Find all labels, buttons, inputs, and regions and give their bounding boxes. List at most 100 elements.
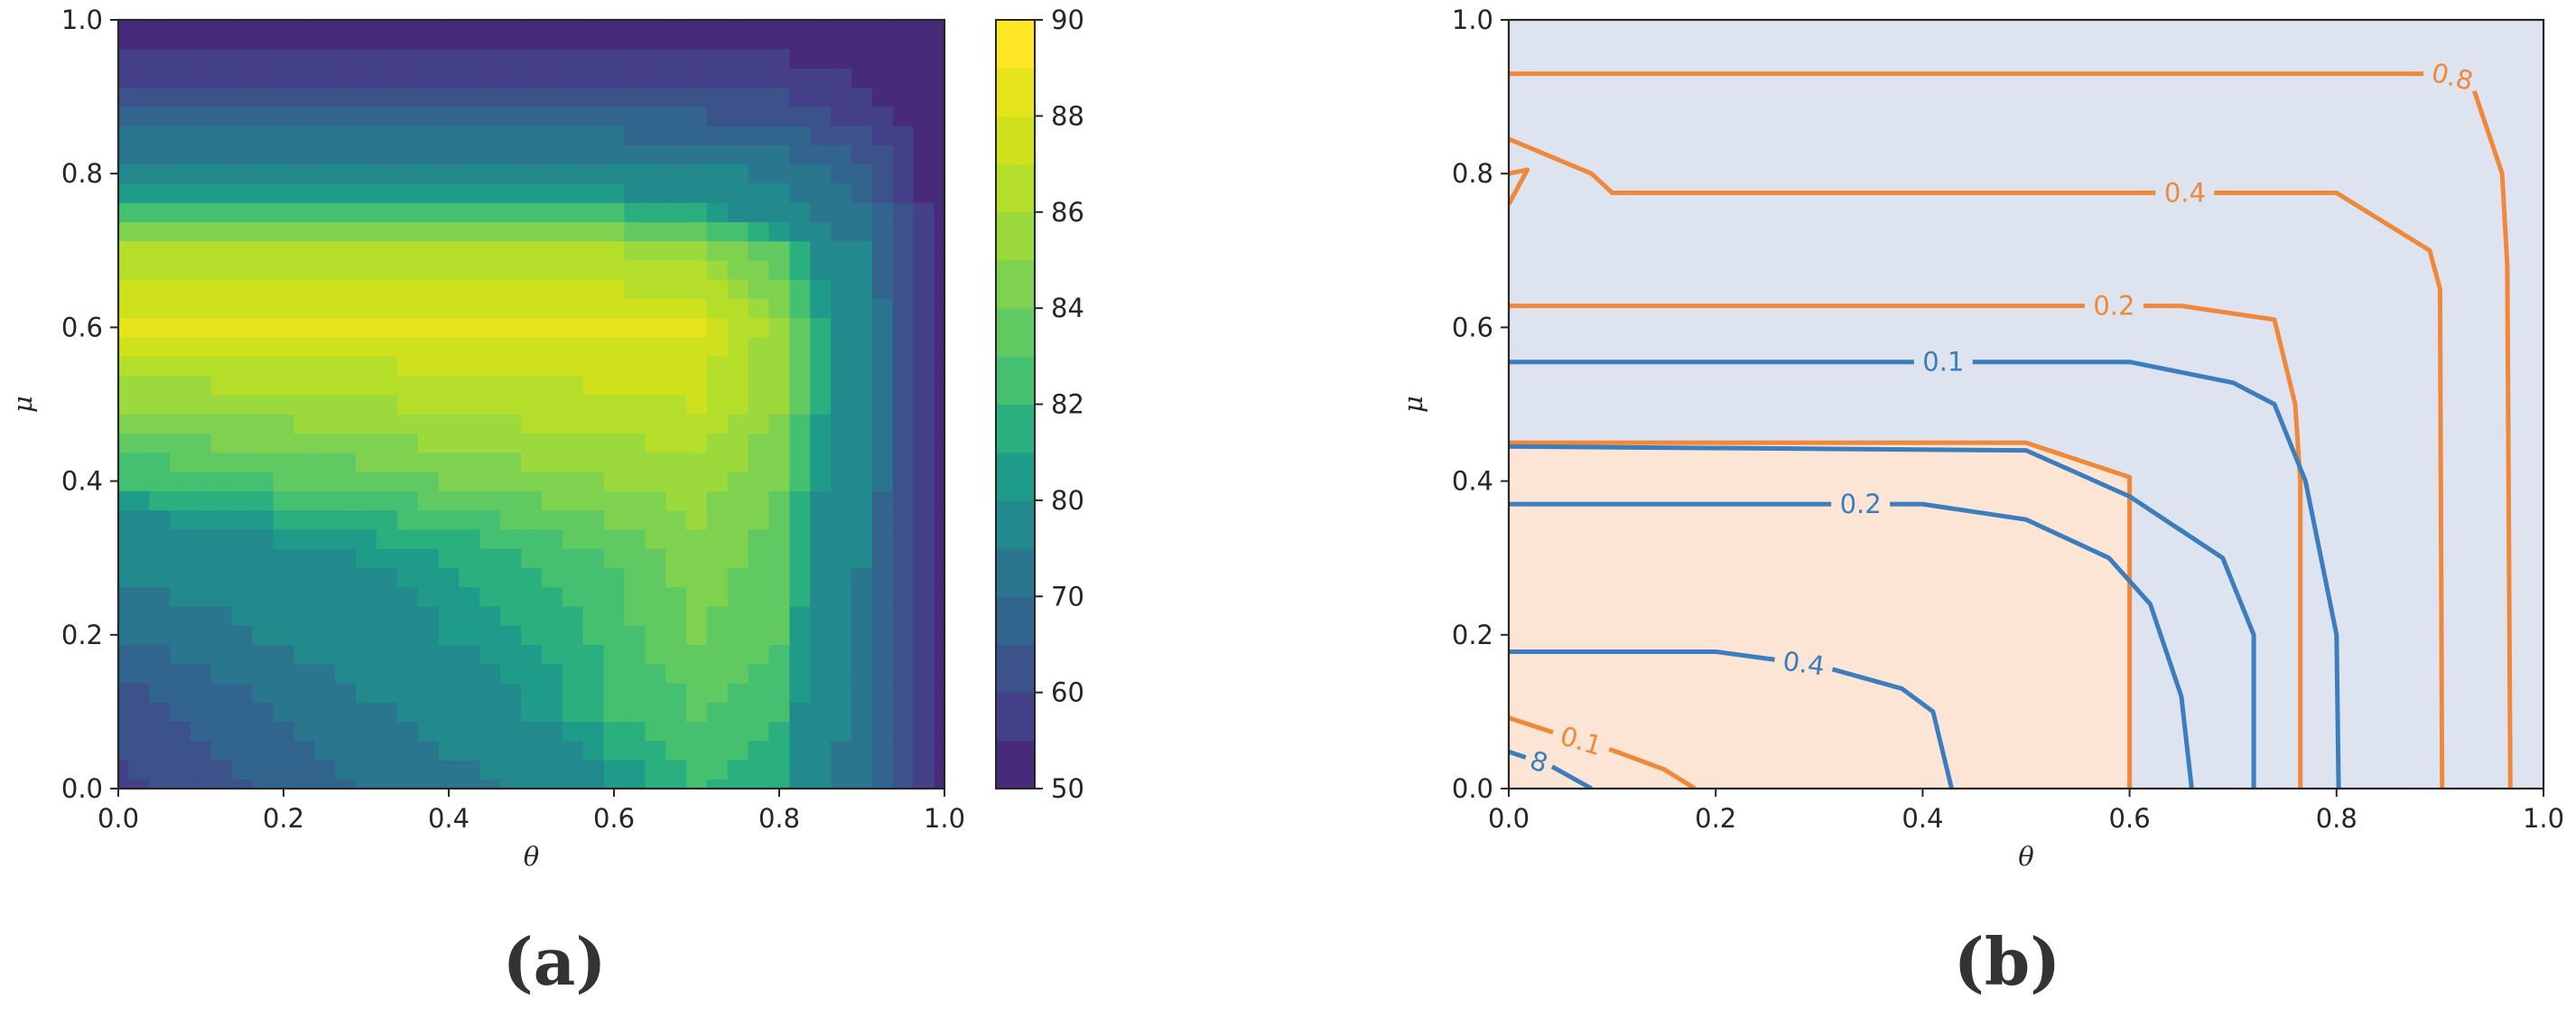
heatmap-cell <box>252 414 274 434</box>
heatmap-cell <box>541 163 563 184</box>
heatmap-cell <box>376 721 398 742</box>
heatmap-cell <box>541 490 563 511</box>
heatmap-cell <box>892 682 915 703</box>
heatmap-cell <box>231 509 254 530</box>
heatmap-cell <box>768 337 791 357</box>
heatmap-cell <box>645 567 666 588</box>
heatmap-cell <box>231 760 254 780</box>
heatmap-cell <box>231 29 254 50</box>
heatmap-cell <box>356 163 377 184</box>
heatmap-cell <box>356 29 377 50</box>
heatmap-cell <box>892 740 915 761</box>
heatmap-cell <box>170 663 191 684</box>
heatmap-cell <box>335 702 357 723</box>
heatmap-cell <box>645 375 666 396</box>
heatmap-cell <box>149 471 171 491</box>
heatmap-cell <box>314 259 336 280</box>
heatmap-cell <box>479 240 501 261</box>
heatmap-cell <box>335 182 357 203</box>
heatmap-cell <box>831 279 852 300</box>
heatmap-cell <box>521 48 543 69</box>
heatmap-cell <box>273 298 295 319</box>
y-tick-label: 0.0 <box>1452 773 1493 804</box>
heatmap-cell <box>459 106 480 126</box>
heatmap-cell <box>231 106 254 126</box>
heatmap-cell <box>686 414 708 434</box>
heatmap-cell <box>356 20 377 31</box>
heatmap-cell <box>210 375 233 396</box>
heatmap-cell <box>149 259 171 280</box>
heatmap-cell <box>789 317 811 338</box>
heatmap-cell <box>768 605 791 626</box>
heatmap-cell <box>541 605 563 626</box>
colorbar-band <box>996 452 1035 501</box>
heatmap-cell <box>748 644 770 665</box>
heatmap-cell <box>252 279 274 300</box>
heatmap-cell <box>417 682 440 703</box>
heatmap-cell <box>624 605 646 626</box>
heatmap-cell <box>521 644 543 665</box>
heatmap-cell <box>252 298 274 319</box>
heatmap-cell <box>118 682 130 703</box>
heatmap-cell <box>665 471 687 491</box>
heatmap-cell <box>273 337 295 357</box>
heatmap-cell <box>335 740 357 761</box>
heatmap-cell <box>314 163 336 184</box>
heatmap-cell <box>231 126 254 145</box>
heatmap-cell <box>356 356 377 377</box>
heatmap-cell <box>603 394 626 415</box>
heatmap-cell <box>500 163 522 184</box>
heatmap-cell <box>871 702 894 723</box>
heatmap-cell <box>149 394 171 415</box>
heatmap-cell <box>128 605 150 626</box>
heatmap-cell <box>768 414 791 434</box>
heatmap-cell <box>438 48 460 69</box>
contour-line <box>1509 304 2303 789</box>
heatmap-cell <box>831 20 852 31</box>
heatmap-cell <box>789 259 811 280</box>
heatmap-cell <box>438 548 460 568</box>
heatmap-cell <box>748 259 770 280</box>
heatmap-cell <box>293 202 315 222</box>
heatmap-cell <box>356 740 377 761</box>
heatmap-cell <box>934 221 945 242</box>
heatmap-cell <box>624 163 646 184</box>
heatmap-cell <box>479 375 501 396</box>
heatmap-cell <box>149 548 171 568</box>
heatmap-cell <box>356 279 377 300</box>
heatmap-cell <box>913 279 935 300</box>
heatmap-cell <box>191 221 212 242</box>
heatmap-cell <box>665 298 687 319</box>
heatmap-cell <box>851 163 873 184</box>
heatmap-cell <box>118 48 130 69</box>
heatmap-cell <box>645 163 666 184</box>
heatmap-cell <box>727 682 749 703</box>
heatmap-cell <box>706 87 729 107</box>
heatmap-cell <box>118 740 130 761</box>
heatmap-cell <box>706 126 729 145</box>
heatmap-cell <box>748 605 770 626</box>
heatmap-cell <box>128 106 150 126</box>
heatmap-cell <box>459 202 480 222</box>
heatmap-cell <box>727 240 749 261</box>
heatmap-cell <box>521 375 543 396</box>
heatmap-cell <box>521 452 543 472</box>
heatmap-cell <box>417 48 440 69</box>
heatmap-cell <box>314 509 336 530</box>
heatmap-cell <box>789 182 811 203</box>
heatmap-cell <box>582 740 605 761</box>
heatmap-cell <box>128 509 150 530</box>
heatmap-cell <box>810 182 832 203</box>
contour-line <box>1509 715 1697 789</box>
heatmap-cell <box>376 586 398 607</box>
heatmap-cell <box>582 221 605 242</box>
heatmap-cell <box>417 740 440 761</box>
heatmap-cell <box>789 471 811 491</box>
heatmap-cell <box>645 509 666 530</box>
heatmap-cell <box>665 163 687 184</box>
heatmap-cell <box>810 106 832 126</box>
heatmap-cell <box>934 202 945 222</box>
heatmap-cell <box>521 87 543 107</box>
colorbar-tick-label: 86 <box>1051 197 1084 228</box>
heatmap-cell <box>665 605 687 626</box>
